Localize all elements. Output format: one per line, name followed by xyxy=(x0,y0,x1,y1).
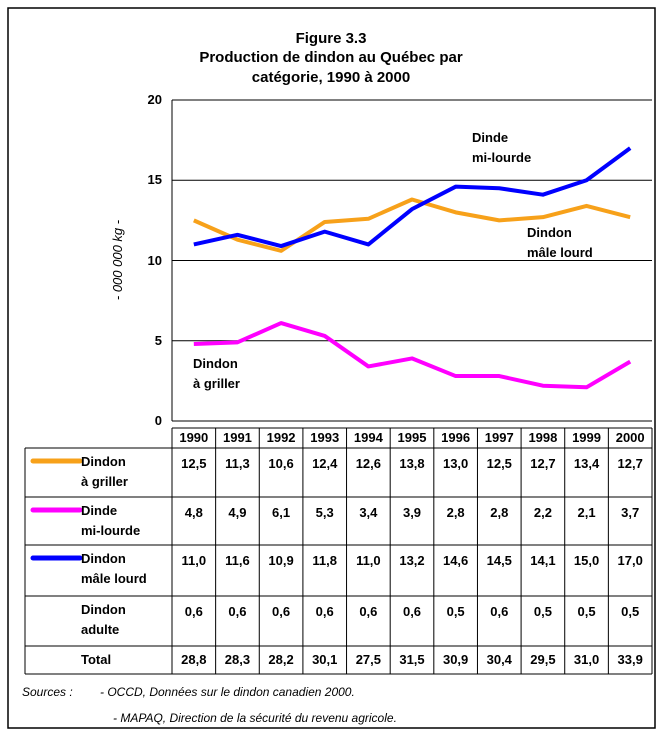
table-value: 28,3 xyxy=(224,652,251,667)
x-tick-label: 1992 xyxy=(266,430,296,445)
x-tick-label: 1997 xyxy=(484,430,514,445)
table-value: 0,6 xyxy=(315,604,334,619)
table-value: 17,0 xyxy=(617,553,643,568)
row-label: Dinde mi-lourde xyxy=(81,503,141,538)
table-value: 12,5 xyxy=(486,456,512,471)
table-value: 3,7 xyxy=(621,505,640,520)
table-value: 6,1 xyxy=(272,505,291,520)
y-tick-label: 10 xyxy=(147,252,162,268)
table-value: 27,5 xyxy=(355,652,382,667)
table-value: 11,3 xyxy=(225,456,250,471)
table-value: 13,4 xyxy=(573,456,600,471)
table-value: 12,6 xyxy=(355,456,382,471)
table-value: 3,9 xyxy=(402,505,422,520)
x-tick-label: 1996 xyxy=(441,430,471,445)
x-tick-label: 1990 xyxy=(179,430,209,445)
table-value: 4,9 xyxy=(228,505,247,520)
table-value: 0,6 xyxy=(402,604,422,619)
table-value: 10,6 xyxy=(268,456,294,471)
table-value: 0,5 xyxy=(533,604,552,619)
frame xyxy=(7,7,656,729)
row-label: Dindon à griller xyxy=(81,454,128,489)
table-value: 0,6 xyxy=(490,604,509,619)
table-value: 5,3 xyxy=(315,505,334,520)
table-value: 31,5 xyxy=(399,652,425,667)
table-value: 0,5 xyxy=(577,604,596,619)
table-value: 14,1 xyxy=(530,553,556,568)
chart-title: Figure 3.3 xyxy=(295,30,367,47)
y-axis-label: - 000 000 kg - xyxy=(110,219,125,301)
x-tick-label: 1994 xyxy=(353,430,383,445)
line-label: Dindon mâle lourd xyxy=(527,225,593,260)
table-value: 2,8 xyxy=(490,505,509,520)
series-line xyxy=(193,197,631,253)
table-value: 4,8 xyxy=(184,505,203,520)
table-value: 0,5 xyxy=(621,604,640,619)
row-label: Total xyxy=(81,652,112,667)
x-tick-label: 1999 xyxy=(572,430,601,445)
table-value: 2,2 xyxy=(533,505,552,520)
table-value: 15,0 xyxy=(573,553,600,568)
y-tick-label: 5 xyxy=(154,332,162,348)
table-value: 14,6 xyxy=(442,553,469,568)
x-tick-label: 1995 xyxy=(397,430,427,445)
line-label: Dinde mi-lourde xyxy=(472,130,532,165)
table-value: 30,9 xyxy=(442,652,469,667)
y-tick-label: 20 xyxy=(147,92,162,107)
x-tick-label: 2000 xyxy=(615,430,645,445)
table-value: 14,5 xyxy=(486,553,512,568)
line-label: Dindon à griller xyxy=(193,356,240,391)
table-value: 30,1 xyxy=(312,652,338,667)
table-value: 28,2 xyxy=(268,652,294,667)
source-text: - OCCD, Données sur le dindon canadien 2… xyxy=(100,685,355,699)
table-value: 13,8 xyxy=(399,456,425,471)
row-label: Dindon mâle lourd xyxy=(81,551,147,586)
source-label: Sources : xyxy=(22,685,73,699)
table-value: 12,7 xyxy=(530,456,556,471)
x-tick-label: 1998 xyxy=(528,430,558,445)
table-value: 2,1 xyxy=(577,505,596,520)
table-value: 11,0 xyxy=(181,553,207,568)
table-value: 11,8 xyxy=(312,553,338,568)
table-value: 11,0 xyxy=(356,553,381,568)
chart-subtitle: Production de dindon au Québec par catég… xyxy=(199,49,463,86)
table-value: 10,9 xyxy=(268,553,294,568)
table-value: 12,5 xyxy=(181,456,207,471)
table-value: 13,0 xyxy=(442,456,469,471)
table-value: 29,5 xyxy=(530,652,556,667)
table-value: 0,6 xyxy=(228,604,247,619)
series-line xyxy=(193,146,632,249)
table-value: 0,6 xyxy=(272,604,291,619)
table-value: 0,6 xyxy=(184,604,203,619)
table-value: 28,8 xyxy=(181,652,207,667)
table-value: 12,4 xyxy=(312,456,338,471)
table-value: 31,0 xyxy=(573,652,600,667)
table-value: 13,2 xyxy=(399,553,425,568)
table-value: 3,4 xyxy=(359,505,378,520)
table-value: 11,6 xyxy=(225,553,250,568)
table-value: 12,7 xyxy=(617,456,643,471)
x-tick-label: 1991 xyxy=(222,430,252,445)
y-tick-label: 15 xyxy=(147,172,162,188)
table-value: 0,5 xyxy=(446,604,465,619)
source-text: - MAPAQ, Direction de la sécurité du rev… xyxy=(113,711,397,725)
table-value: 2,8 xyxy=(446,505,465,520)
table-value: 0,6 xyxy=(359,604,378,619)
x-tick-label: 1993 xyxy=(310,430,340,445)
row-label: Dindon adulte xyxy=(81,602,126,637)
table-value: 33,9 xyxy=(617,652,643,667)
y-tick-label: 0 xyxy=(154,413,162,428)
table-value: 30,4 xyxy=(486,652,512,667)
series-line xyxy=(193,321,632,390)
